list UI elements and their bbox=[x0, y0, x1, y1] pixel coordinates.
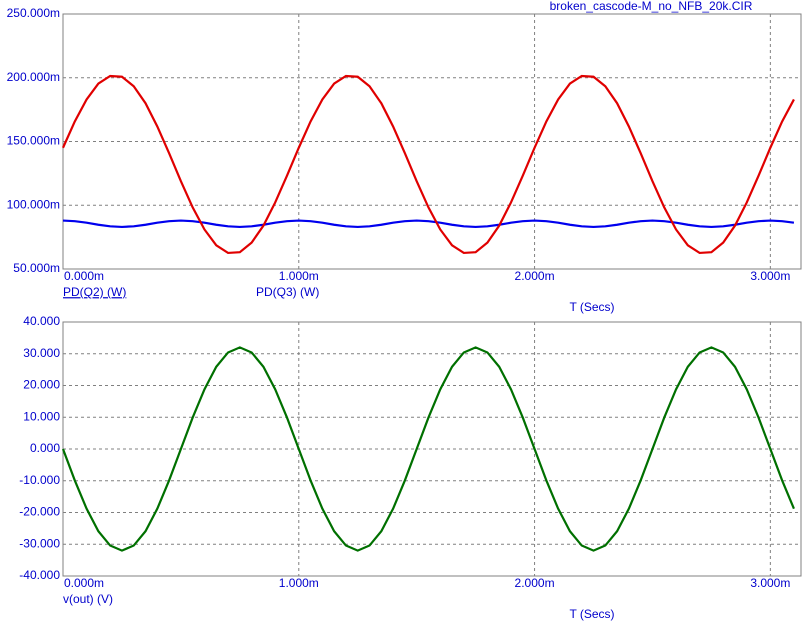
legend-label: PD(Q3) (W) bbox=[256, 285, 319, 299]
x-tick-label: 2.000m bbox=[515, 576, 555, 590]
y-tick-label: 30.000 bbox=[23, 346, 60, 360]
x-tick-label: 1.000m bbox=[279, 269, 319, 283]
y-tick-label: 200.000m bbox=[7, 70, 60, 84]
y-tick-label: 150.000m bbox=[7, 134, 60, 148]
y-tick-label: 250.000m bbox=[7, 6, 60, 20]
y-tick-label: 10.000 bbox=[23, 409, 60, 423]
y-tick-label: 40.000 bbox=[23, 314, 60, 328]
x-tick-label: 2.000m bbox=[515, 269, 555, 283]
y-tick-label: -30.000 bbox=[19, 536, 60, 550]
x-axis-label: T (Secs) bbox=[569, 607, 614, 621]
y-tick-label: 100.000m bbox=[7, 197, 60, 211]
y-tick-label: 0.000 bbox=[30, 441, 60, 455]
x-tick-label: 3.000m bbox=[750, 576, 790, 590]
legend-label: v(out) (V) bbox=[63, 592, 113, 606]
legend-label: PD(Q2) (W) bbox=[63, 285, 126, 299]
x-tick-label: 3.000m bbox=[750, 269, 790, 283]
y-tick-label: -40.000 bbox=[19, 568, 60, 582]
x-tick-label: 0.000m bbox=[64, 576, 104, 590]
y-tick-label: 20.000 bbox=[23, 378, 60, 392]
y-tick-label: -20.000 bbox=[19, 505, 60, 519]
file-title: broken_cascode-M_no_NFB_20k.CIR bbox=[550, 0, 753, 13]
series-line bbox=[61, 74, 795, 255]
series-line bbox=[61, 346, 795, 552]
x-tick-label: 1.000m bbox=[279, 576, 319, 590]
y-tick-label: -10.000 bbox=[19, 473, 60, 487]
x-axis-label: T (Secs) bbox=[569, 300, 614, 314]
y-tick-label: 50.000m bbox=[13, 261, 60, 275]
plot-border bbox=[62, 13, 802, 270]
x-tick-label: 0.000m bbox=[64, 269, 104, 283]
